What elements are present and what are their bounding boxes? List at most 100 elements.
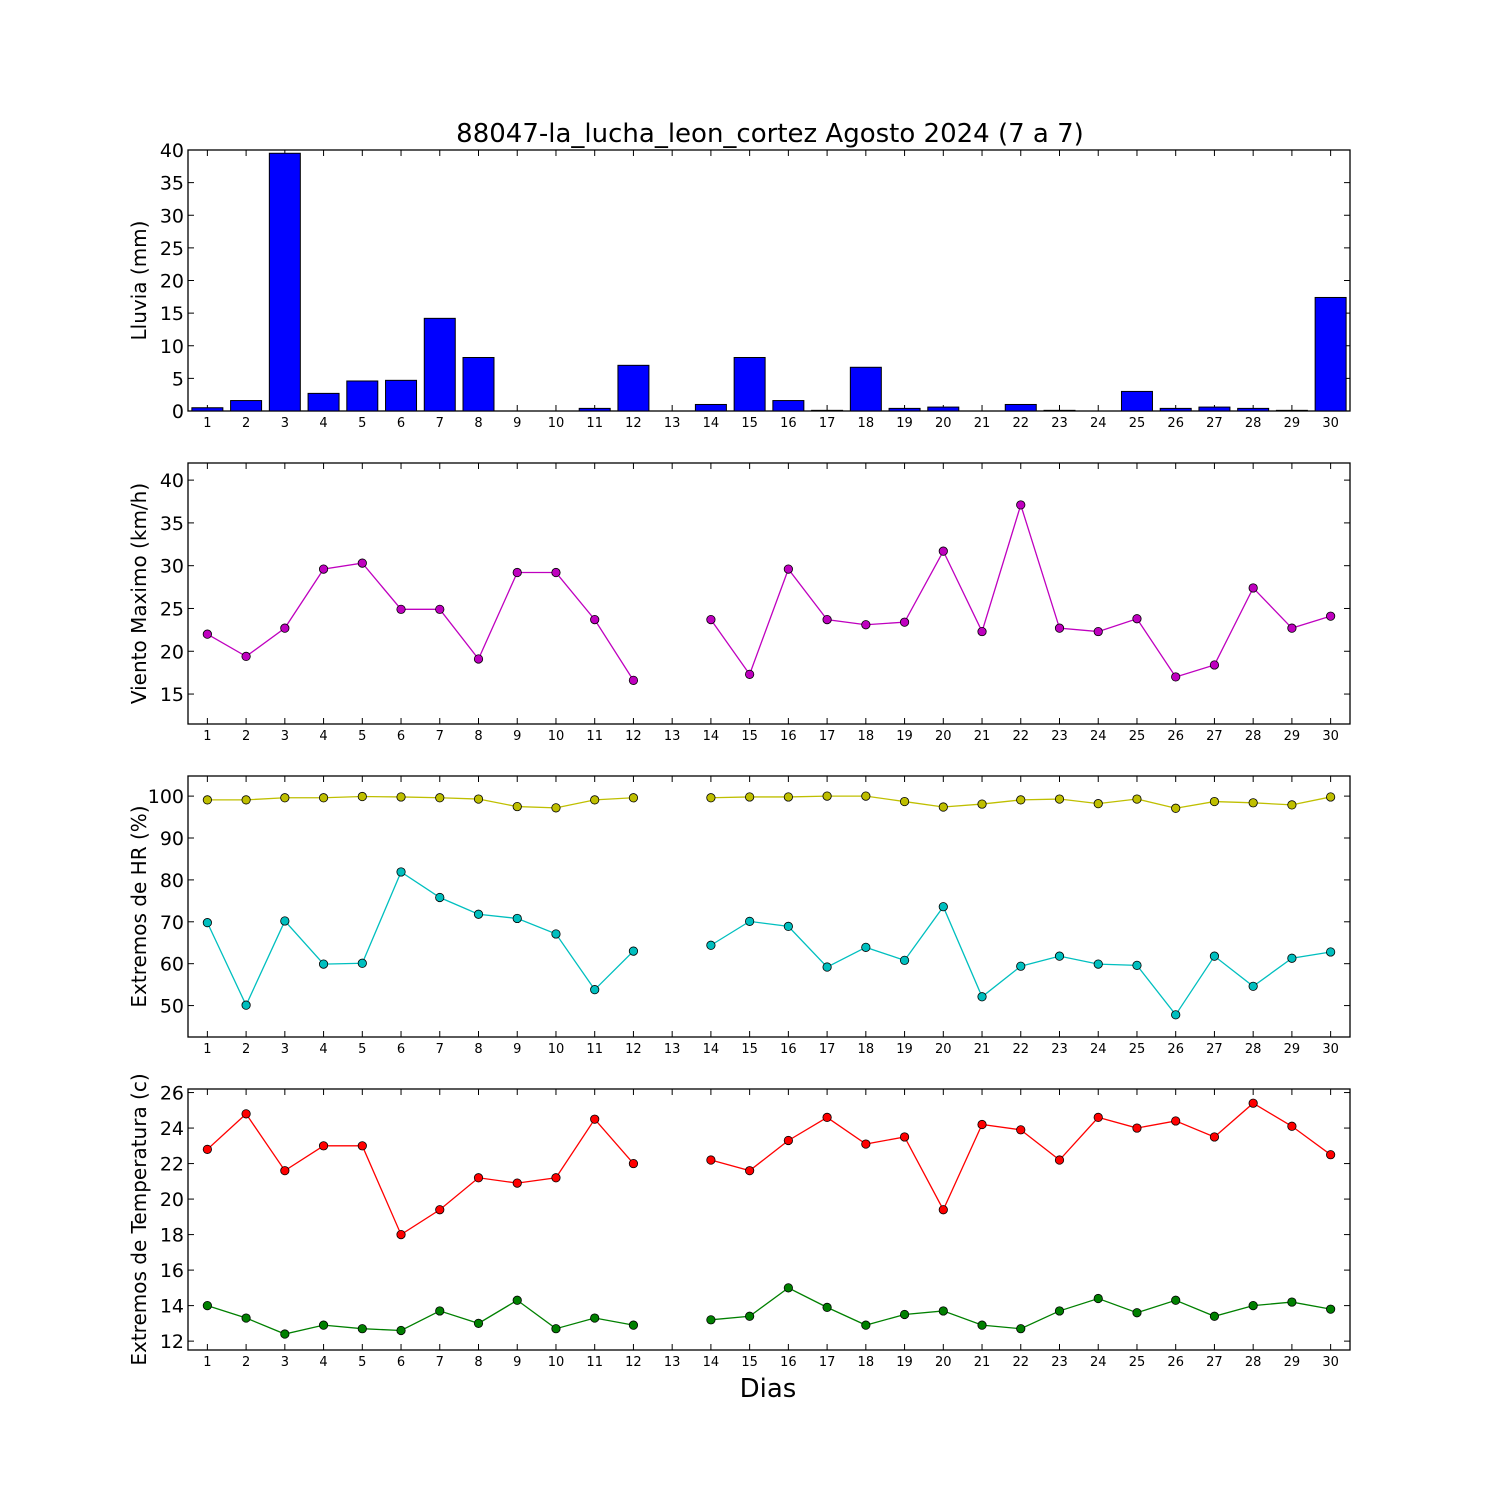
series-1-point-day-5 [357,791,367,802]
bar-day-6 [385,379,418,412]
series-1-point-day-21 [977,626,987,637]
x-tick-label: 23 [1051,416,1068,431]
x-tick-label: 17 [819,1042,836,1057]
series-2-point-day-19 [899,955,910,965]
series-2-point-day-21 [977,1320,987,1330]
x-tick-label: 30 [1322,1355,1339,1370]
y-tick-label: 40 [160,140,184,162]
series-2-point-day-15 [745,1311,755,1321]
x-tick-label: 27 [1206,416,1223,431]
x-tick-label: 18 [858,416,875,431]
y-tick-label: 15 [160,303,184,325]
x-tick-label: 14 [703,729,720,744]
x-tick-label: 14 [703,1355,720,1370]
x-tick-label: 2 [242,1042,250,1057]
x-tick-label: 4 [319,1355,327,1370]
series-1-point-day-8 [473,654,484,664]
series-1-point-day-14 [706,614,716,625]
series-1-point-day-19 [899,617,910,627]
x-tick-label: 8 [474,1355,482,1370]
series-1-point-day-4 [318,793,329,803]
x-tick-label: 5 [358,729,366,744]
x-tick-label: 30 [1322,729,1339,744]
y-tick-label: 20 [160,271,184,293]
series-2-point-day-11 [590,985,600,995]
series-2-line [710,905,1331,1016]
series-1-point-day-7 [435,793,445,803]
x-tick-label: 10 [548,416,565,431]
series-2-point-day-28 [1248,981,1258,991]
series-2-line [710,1287,1331,1330]
x-tick-label: 9 [513,416,521,431]
x-tick-label: 21 [974,416,991,431]
series-1-point-day-15 [745,792,755,802]
series-2-point-day-1 [202,918,212,928]
series-1-point-day-10 [551,567,561,578]
x-tick-label: 9 [513,1355,521,1370]
plot-frame [187,775,1351,1038]
series-2-point-day-24 [1093,959,1103,969]
x-tick-label: 15 [741,1355,758,1370]
series-1-point-day-23 [1054,1155,1065,1165]
series-2-point-day-14 [706,1315,716,1325]
x-tick-label: 23 [1051,1355,1068,1370]
series-1-point-day-3 [280,1166,290,1176]
series-2-point-day-23 [1054,951,1065,961]
series-2-point-day-22 [1016,1324,1026,1334]
series-2-point-day-25 [1132,1308,1142,1318]
series-2-point-day-7 [435,1306,445,1316]
bar-day-14 [694,403,727,412]
x-tick-label: 8 [474,416,482,431]
x-tick-label: 1 [203,729,211,744]
x-tick-label: 2 [242,416,250,431]
series-2-point-day-10 [551,1324,561,1334]
x-tick-label: 20 [935,1355,952,1370]
x-tick-label: 5 [358,1355,366,1370]
x-tick-label: 24 [1090,729,1107,744]
x-tick-label: 28 [1245,1355,1262,1370]
y-tick-label: 80 [160,870,184,892]
x-tick-label: 26 [1167,1042,1184,1057]
series-1-point-day-22 [1016,795,1026,805]
bar-day-22 [1004,403,1037,412]
series-2-point-day-14 [706,940,716,950]
x-tick-label: 20 [935,1042,952,1057]
x-tick-label: 16 [780,729,797,744]
series-1-point-day-6 [396,792,406,802]
series-1-point-day-8 [473,794,484,804]
series-1-point-day-11 [590,1114,600,1124]
x-tick-label: 24 [1090,1042,1107,1057]
series-1-point-day-10 [551,803,561,813]
series-1-point-day-9 [512,1178,522,1188]
x-tick-label: 1 [203,1042,211,1057]
x-tick-label: 27 [1206,1355,1223,1370]
series-1-point-day-28 [1248,583,1258,593]
plot-frame [187,1088,1351,1351]
x-tick-label: 22 [1012,729,1029,744]
series-2-point-day-12 [628,1320,639,1330]
y-tick-label: 16 [160,1260,184,1282]
x-tick-label: 3 [281,416,289,431]
x-tick-label: 18 [858,1355,875,1370]
x-tick-label: 3 [281,1042,289,1057]
series-1-point-day-17 [822,1112,832,1123]
series-2-point-day-17 [822,962,832,972]
plot-frame [187,462,1351,725]
x-tick-label: 8 [474,1042,482,1057]
bar-day-5 [346,380,379,412]
series-2-point-day-29 [1287,953,1297,963]
x-tick-label: 20 [935,729,952,744]
y-tick-label: 12 [160,1331,184,1353]
y-tick-label: 100 [148,786,184,808]
y-tick-label: 35 [160,513,184,535]
x-tick-label: 16 [780,1355,797,1370]
y-tick-label: 25 [160,598,184,620]
series-1-point-day-27 [1209,660,1220,670]
series-1-point-day-23 [1054,794,1065,804]
y-tick-label: 20 [160,641,184,663]
series-1-point-day-2 [241,651,251,661]
x-tick-label: 14 [703,416,720,431]
series-1-point-day-2 [241,1109,251,1119]
y-tick-label: 20 [160,1189,184,1211]
